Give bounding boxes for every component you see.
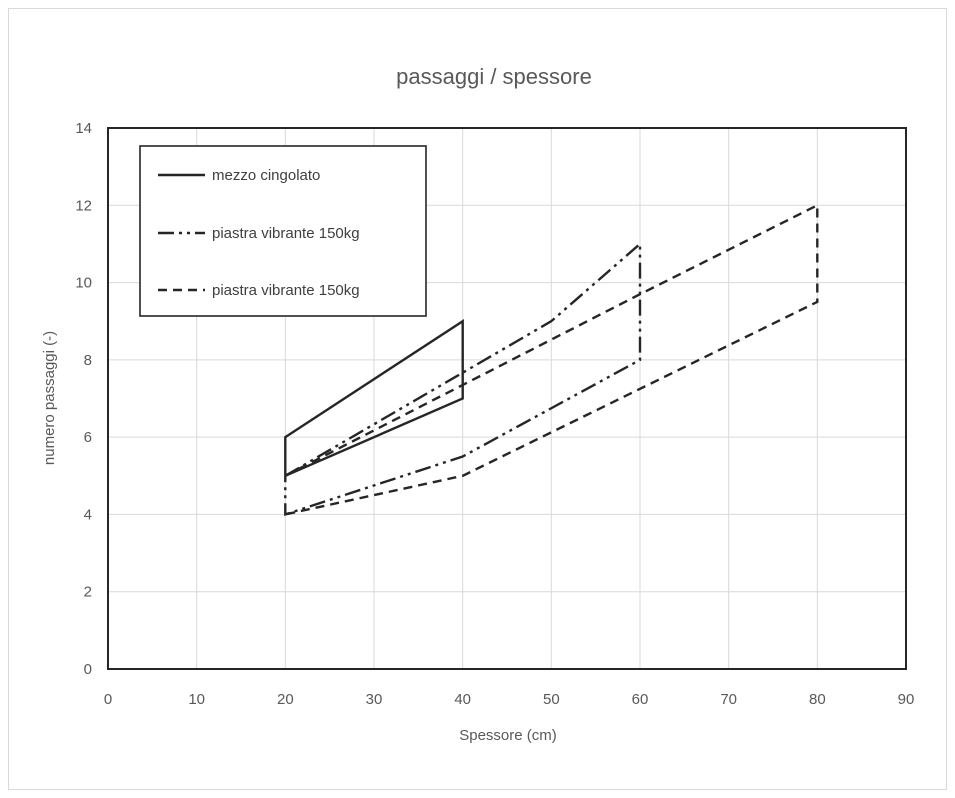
y-tick-label: 10 xyxy=(75,275,92,292)
chart-title: passaggi / spessore xyxy=(396,64,592,89)
x-tick-label: 30 xyxy=(366,691,383,708)
x-tick-label: 20 xyxy=(277,691,294,708)
y-tick-label: 0 xyxy=(84,661,92,678)
y-tick-label: 8 xyxy=(84,352,92,369)
x-tick-label: 80 xyxy=(809,691,826,708)
x-tick-label: 60 xyxy=(632,691,649,708)
series-line-1 xyxy=(284,318,464,477)
legend-label-3: piastra vibrante 150kg xyxy=(212,282,360,299)
x-tick-label: 90 xyxy=(898,691,915,708)
legend-label-1: mezzo cingolato xyxy=(212,167,320,184)
y-tick-label: 14 xyxy=(75,120,92,137)
chart-frame xyxy=(8,8,947,790)
plot-border xyxy=(107,127,907,670)
x-tick-label: 70 xyxy=(720,691,737,708)
series-line-3 xyxy=(284,203,819,516)
y-axis-title: numero passaggi (-) xyxy=(41,331,58,465)
y-tick-label: 4 xyxy=(84,506,92,523)
x-tick-label: 40 xyxy=(454,691,471,708)
x-axis-title: Spessore (cm) xyxy=(459,727,557,744)
x-tick-label: 50 xyxy=(543,691,560,708)
series-line-2 xyxy=(284,241,642,517)
y-tick-label: 6 xyxy=(84,429,92,446)
x-tick-labels: 0 10 20 30 40 50 60 70 80 90 xyxy=(104,691,915,708)
legend: mezzo cingolato piastra vibrante 150kg pia… xyxy=(139,145,427,317)
x-tick-label: 0 xyxy=(104,691,112,708)
legend-label-2: piastra vibrante 150kg xyxy=(212,225,360,242)
series-layer xyxy=(284,203,819,517)
y-tick-label: 2 xyxy=(84,584,92,601)
y-tick-label: 12 xyxy=(75,197,92,214)
y-tick-labels: 0 2 4 6 8 10 12 14 xyxy=(75,120,92,678)
x-tick-label: 10 xyxy=(188,691,205,708)
